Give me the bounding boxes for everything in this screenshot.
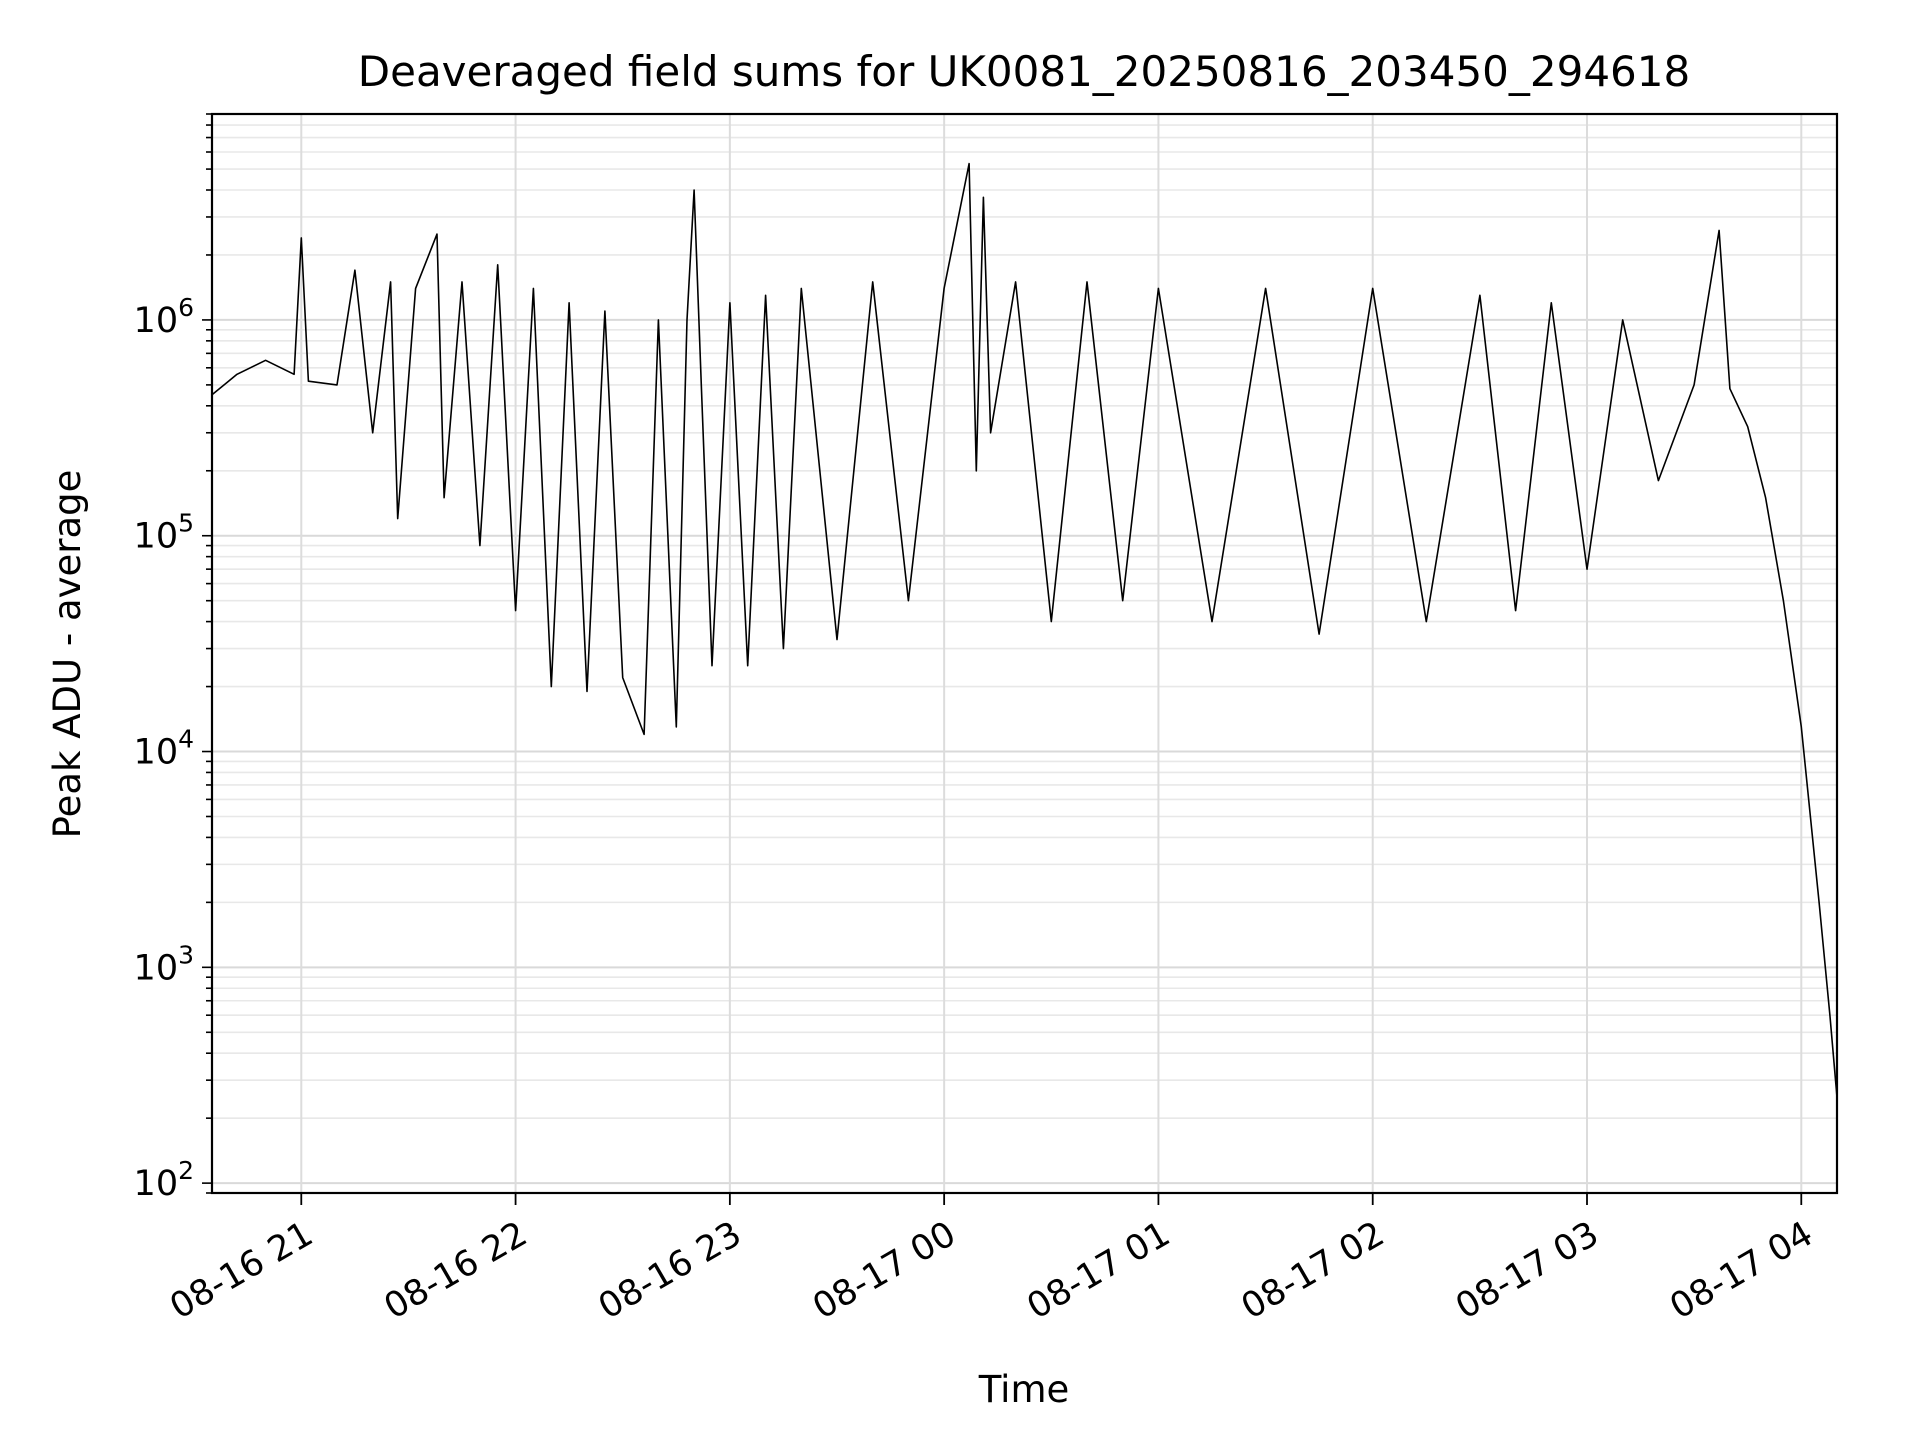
y-tick-exponent: 6 [178,293,194,322]
y-tick-base: 10 [134,1164,179,1204]
y-tick-base: 10 [134,733,179,773]
x-tick-label: 08-17 01 [1021,1214,1177,1327]
x-tick-label: 08-17 03 [1449,1214,1605,1327]
y-tick-label: 102 [134,1156,194,1204]
y-tick-exponent: 2 [178,1156,194,1185]
y-tick-label: 105 [134,509,194,557]
y-tick-base: 10 [134,517,179,557]
x-tick-label: 08-16 22 [378,1214,534,1327]
chart-title: Deaveraged field sums for UK0081_2025081… [358,47,1690,96]
y-tick-label: 106 [134,293,194,341]
x-tick-label: 08-17 00 [806,1214,962,1327]
data-layer [211,162,1838,1098]
x-tick-label: 08-17 02 [1235,1214,1391,1327]
x-tick-label: 08-16 21 [163,1214,319,1327]
y-axis-label: Peak ADU - average [46,470,89,839]
x-axis-label: Time [978,1368,1070,1411]
grid-layer [212,113,1837,1194]
y-tick-exponent: 3 [178,940,194,969]
plot-frame [210,112,1839,1195]
x-tick-label: 08-16 23 [592,1214,748,1327]
y-tick-exponent: 5 [178,509,194,538]
y-tick-label: 104 [134,725,194,773]
y-tick-base: 10 [134,948,179,988]
y-tick-base: 10 [134,301,179,341]
y-tick-exponent: 4 [178,725,194,754]
series-line [211,162,1838,1098]
x-tick-label: 08-17 04 [1663,1214,1819,1327]
y-tick-label: 103 [134,940,194,988]
